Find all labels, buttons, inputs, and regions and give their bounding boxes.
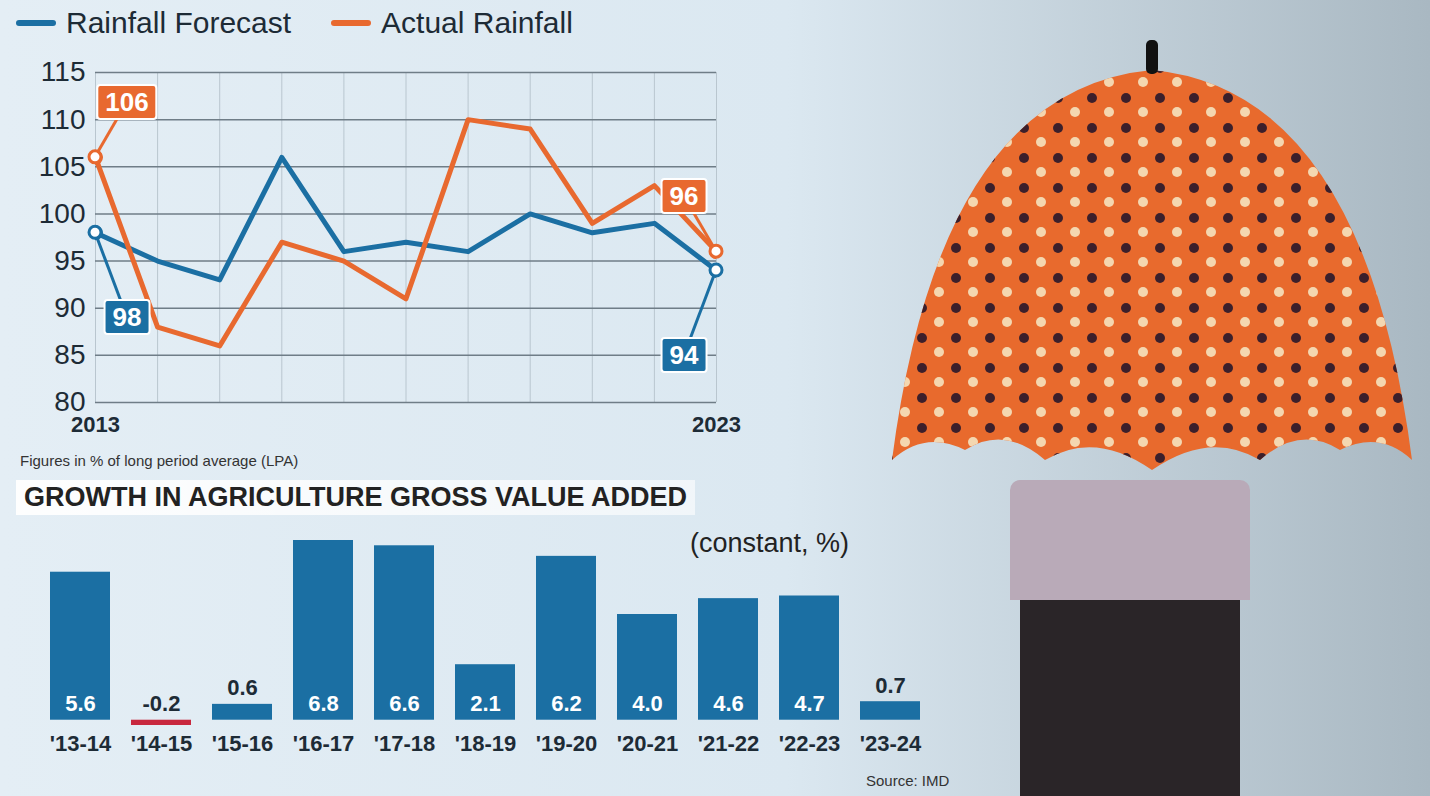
- svg-text:4.6: 4.6: [713, 691, 744, 716]
- html-text:98: 98: [112, 302, 142, 333]
- svg-text:6.8: 6.8: [308, 691, 339, 716]
- html-text:GROWTH IN AGRICULTURE GROSS VA: GROWTH IN AGRICULTURE GROSS VALUE ADDED: [24, 482, 687, 512]
- svg-text:110: 110: [41, 104, 86, 135]
- svg-text:0.6: 0.6: [227, 675, 258, 700]
- svg-text:2013: 2013: [71, 412, 120, 437]
- html-text:Actual Rainfall: Actual Rainfall: [381, 6, 573, 39]
- html-text:Figures in % of long period av: Figures in % of long period average (LPA…: [20, 452, 299, 469]
- html-text:96: 96: [669, 181, 699, 212]
- svg-text:6.6: 6.6: [389, 691, 420, 716]
- svg-text:'16-17: '16-17: [293, 731, 355, 756]
- svg-text:'21-22: '21-22: [698, 731, 760, 756]
- svg-text:'23-24: '23-24: [860, 731, 922, 756]
- svg-text:6.2: 6.2: [551, 691, 582, 716]
- svg-text:'18-19: '18-19: [455, 731, 517, 756]
- svg-text:95: 95: [54, 245, 85, 276]
- svg-text:2023: 2023: [692, 412, 741, 437]
- svg-text:0.7: 0.7: [875, 673, 906, 698]
- svg-text:'15-16: '15-16: [212, 731, 274, 756]
- svg-text:'14-15: '14-15: [131, 731, 193, 756]
- svg-text:4.0: 4.0: [632, 691, 663, 716]
- svg-text:115: 115: [41, 56, 86, 87]
- svg-text:'17-18: '17-18: [374, 731, 436, 756]
- html-text:106: 106: [105, 86, 149, 117]
- svg-text:90: 90: [54, 292, 85, 323]
- html-text:94: 94: [669, 340, 699, 370]
- svg-text:105: 105: [39, 151, 86, 182]
- svg-text:'20-21: '20-21: [617, 731, 679, 756]
- svg-text:'19-20: '19-20: [536, 731, 598, 756]
- svg-text:5.6: 5.6: [65, 691, 96, 716]
- svg-text:'13-14: '13-14: [50, 731, 112, 756]
- html-text:Source: IMD: Source: IMD: [866, 772, 950, 789]
- svg-text:'22-23: '22-23: [779, 731, 841, 756]
- svg-text:-0.2: -0.2: [143, 691, 181, 716]
- svg-text:100: 100: [39, 198, 86, 229]
- html-text:Rainfall Forecast: Rainfall Forecast: [66, 6, 292, 39]
- svg-text:80: 80: [54, 386, 86, 418]
- svg-text:2.1: 2.1: [470, 691, 501, 716]
- svg-text:85: 85: [54, 339, 85, 370]
- svg-text:4.7: 4.7: [794, 691, 825, 716]
- html-text:(constant, %): (constant, %): [690, 528, 850, 558]
